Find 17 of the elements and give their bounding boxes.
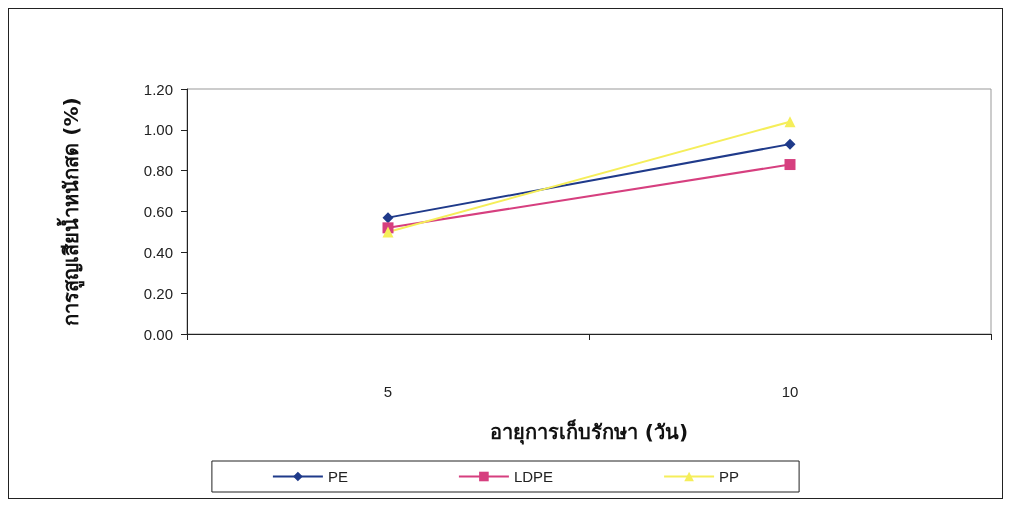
y-tick-label: 0.20 — [143, 284, 173, 302]
y-tick-label: 0.60 — [143, 203, 173, 220]
point — [784, 159, 796, 171]
x-tick-label: 5 — [383, 383, 393, 400]
y-tick-label: 1.20 — [143, 80, 173, 98]
point — [784, 138, 796, 150]
y-axis-title: การสูญเสียน้ำหนักสด (%) — [56, 97, 85, 326]
y-tick-label: 0.80 — [143, 162, 173, 180]
point — [382, 212, 394, 224]
legend-label: LDPE — [513, 468, 554, 485]
y-tick-label: 0.40 — [143, 243, 173, 261]
legend-label: PE — [327, 468, 348, 485]
y-tick-label: 1.00 — [143, 121, 173, 139]
legend-label: PP — [719, 468, 740, 485]
y-tick-label: 0.00 — [143, 325, 173, 343]
x-tick-label: 10 — [781, 383, 799, 400]
x-axis-title: อายุการเก็บรักษา (วัน) — [489, 419, 689, 445]
